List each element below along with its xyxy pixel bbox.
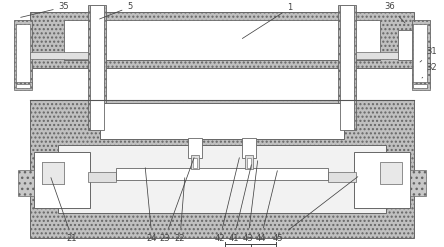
Text: 41: 41	[229, 165, 251, 243]
Bar	[90, 5, 104, 130]
Bar	[88, 5, 106, 130]
Text: 44: 44	[256, 171, 278, 243]
Bar	[410, 170, 426, 196]
Bar	[16, 24, 30, 84]
Bar	[58, 145, 386, 213]
Bar	[30, 100, 414, 238]
Text: 21: 21	[51, 178, 77, 243]
Bar	[42, 162, 64, 184]
Bar	[14, 82, 32, 90]
Bar	[328, 172, 356, 182]
Bar	[354, 152, 410, 208]
Bar	[413, 24, 427, 84]
Bar	[64, 20, 380, 60]
Text: 42: 42	[215, 158, 239, 243]
Text: 24: 24	[145, 168, 157, 243]
Text: 45: 45	[273, 177, 358, 243]
Bar	[30, 52, 88, 59]
Bar	[16, 84, 30, 88]
Bar	[191, 155, 199, 169]
Bar	[356, 52, 412, 59]
Text: 31: 31	[420, 47, 437, 62]
Bar	[14, 20, 32, 88]
Bar	[245, 155, 253, 169]
Bar	[34, 152, 90, 208]
Text: 1: 1	[242, 3, 293, 39]
Bar	[116, 168, 328, 180]
Bar	[380, 162, 402, 184]
Bar	[398, 30, 412, 60]
Bar	[193, 158, 197, 168]
Bar	[42, 162, 64, 184]
Bar	[247, 158, 251, 168]
Bar	[412, 20, 430, 88]
Text: 22: 22	[175, 178, 185, 243]
Bar	[338, 5, 356, 130]
Text: 36: 36	[385, 2, 405, 23]
Bar	[88, 172, 116, 182]
Bar	[412, 82, 430, 90]
Bar	[18, 170, 34, 196]
Bar	[413, 84, 427, 88]
Text: 5: 5	[99, 2, 133, 19]
Text: 35: 35	[21, 2, 69, 17]
Text: 32: 32	[422, 63, 437, 78]
Text: 23: 23	[160, 158, 194, 243]
Bar	[188, 138, 202, 158]
Bar	[30, 12, 414, 68]
Bar	[340, 5, 354, 130]
Bar	[242, 138, 256, 158]
Bar	[100, 103, 344, 139]
Text: 43: 43	[243, 161, 258, 243]
